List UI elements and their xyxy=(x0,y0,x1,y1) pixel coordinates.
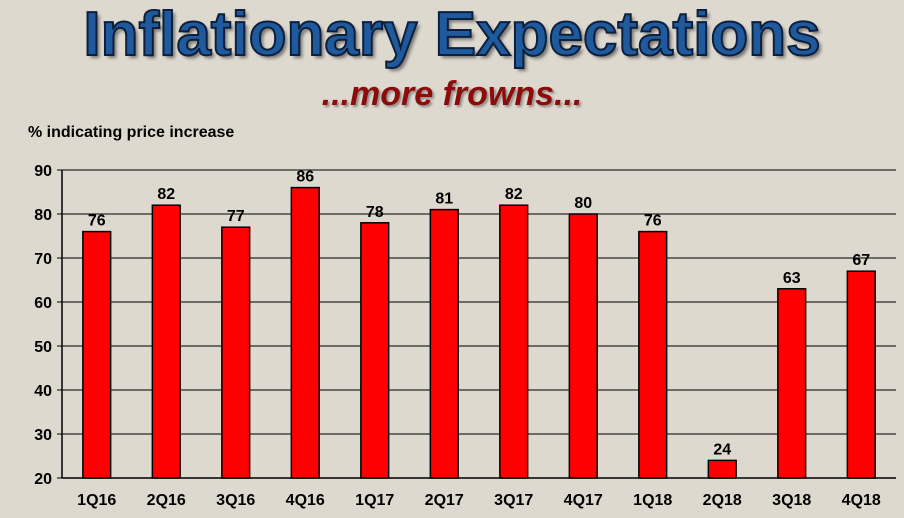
data-label: 82 xyxy=(157,186,175,203)
data-label: 76 xyxy=(88,213,106,230)
y-tick-label: 40 xyxy=(34,383,52,400)
y-tick-label: 70 xyxy=(34,251,52,268)
page-title: Inflationary Expectations xyxy=(82,0,821,70)
y-tick-label: 60 xyxy=(34,295,52,312)
y-tick-label: 90 xyxy=(34,163,52,180)
bar xyxy=(568,213,598,479)
x-tick-label: 1Q16 xyxy=(77,492,116,509)
bar xyxy=(777,288,807,479)
bar xyxy=(707,459,737,479)
x-tick-label: 2Q18 xyxy=(703,492,742,509)
x-tick-label: 1Q17 xyxy=(355,492,394,509)
x-tick-label: 4Q18 xyxy=(842,492,881,509)
data-label: 63 xyxy=(783,270,801,287)
x-tick-label: 4Q16 xyxy=(286,492,325,509)
x-tick-label: 1Q18 xyxy=(633,492,672,509)
x-tick-label: 4Q17 xyxy=(564,492,603,509)
bar xyxy=(221,226,251,479)
bar xyxy=(290,186,320,479)
data-label: 81 xyxy=(435,191,453,208)
bar xyxy=(151,204,181,479)
y-tick-label: 30 xyxy=(34,427,52,444)
x-tick-label: 2Q17 xyxy=(425,492,464,509)
data-label: 77 xyxy=(227,208,245,225)
bar xyxy=(82,230,112,479)
data-label: 67 xyxy=(852,252,870,269)
data-label: 86 xyxy=(296,169,314,186)
data-label: 82 xyxy=(505,186,523,203)
x-tick-label: 3Q17 xyxy=(494,492,533,509)
bar xyxy=(360,222,390,479)
y-axis-label: % indicating price increase xyxy=(28,124,235,141)
bar xyxy=(429,208,459,479)
x-tick-label: 3Q16 xyxy=(216,492,255,509)
bar xyxy=(499,204,529,479)
x-tick-label: 2Q16 xyxy=(147,492,186,509)
bar xyxy=(846,270,876,479)
data-label: 24 xyxy=(713,441,731,458)
data-label: 76 xyxy=(644,213,662,230)
data-label: 80 xyxy=(574,195,592,212)
y-tick-label: 50 xyxy=(34,339,52,356)
page-subtitle: ...more frowns... xyxy=(321,75,583,113)
x-tick-label: 3Q18 xyxy=(772,492,811,509)
bar xyxy=(638,230,668,479)
y-tick-label: 20 xyxy=(34,471,52,488)
y-tick-label: 80 xyxy=(34,207,52,224)
data-label: 78 xyxy=(366,204,384,221)
